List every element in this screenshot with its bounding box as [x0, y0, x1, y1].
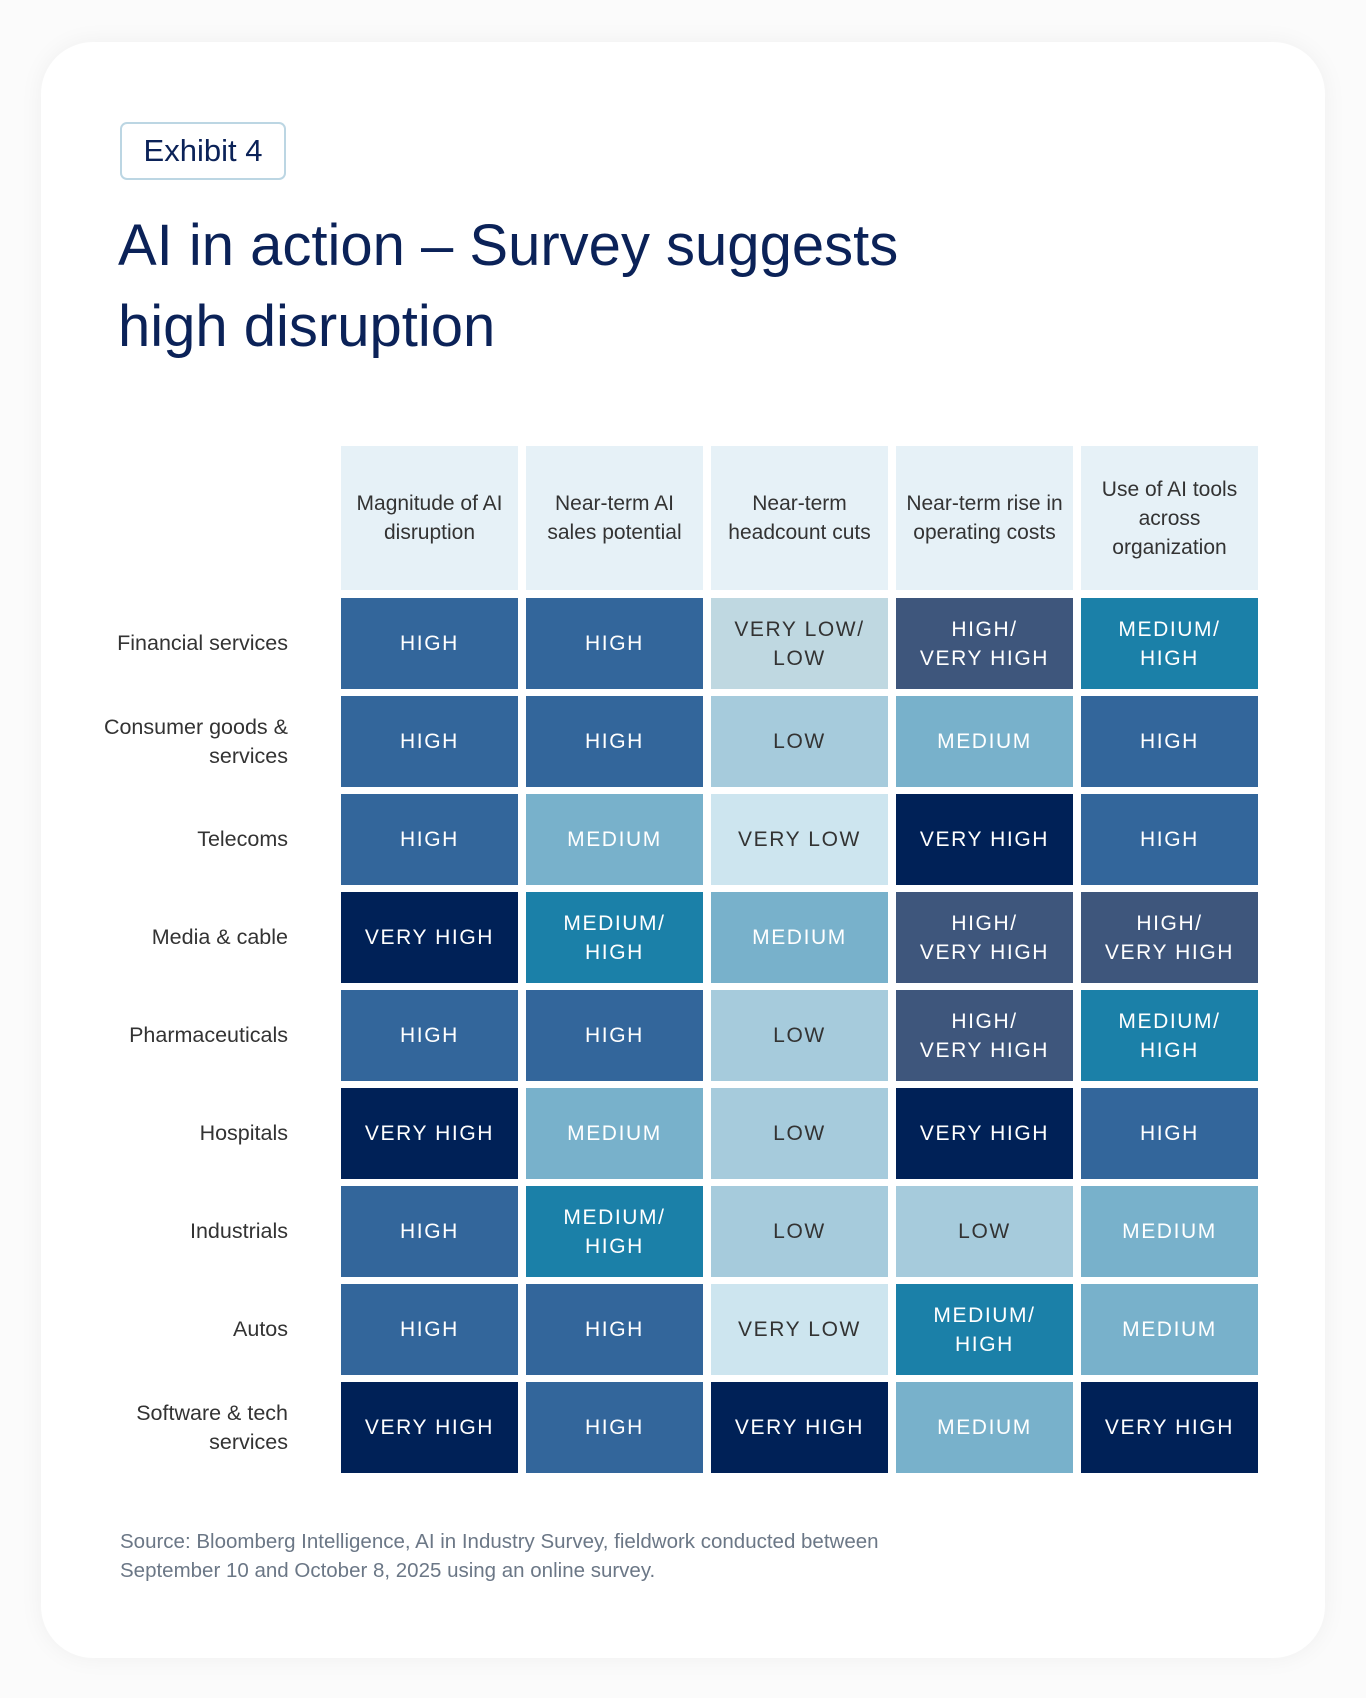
heatmap-cell: VERY HIGH [341, 1382, 518, 1473]
heatmap-cell: MEDIUM [526, 794, 703, 885]
row-label: Industrials [190, 1219, 288, 1243]
heatmap-cell: VERY HIGH [341, 1088, 518, 1179]
heatmap-cell: HIGH/ VERY HIGH [896, 990, 1073, 1081]
heatmap-cell: MEDIUM [1081, 1284, 1258, 1375]
column-header: Magnitude of AI disruption [341, 446, 518, 590]
heatmap-cell: LOW [711, 696, 888, 787]
heatmap-cell: VERY LOW [711, 1284, 888, 1375]
heatmap-cell: VERY LOW [711, 794, 888, 885]
heatmap-cell: HIGH [341, 696, 518, 787]
heatmap-cell: HIGH [526, 1284, 703, 1375]
heatmap-cell: HIGH [526, 990, 703, 1081]
row-label: Pharmaceuticals [129, 1023, 288, 1047]
heatmap-cell: HIGH [526, 598, 703, 689]
source-note: Source: Bloomberg Intelligence, AI in In… [120, 1530, 879, 1582]
exhibit-badge: Exhibit 4 [120, 122, 286, 180]
heatmap-cell: LOW [896, 1186, 1073, 1277]
heatmap-cell: MEDIUM/ HIGH [896, 1284, 1073, 1375]
heatmap-cell: MEDIUM [896, 696, 1073, 787]
row-label: Telecoms [197, 827, 288, 851]
heatmap-cell: HIGH [341, 1186, 518, 1277]
heatmap-cell: HIGH [526, 1382, 703, 1473]
column-header: Use of AI tools across organization [1081, 446, 1258, 590]
heatmap-cell: MEDIUM/ HIGH [526, 1186, 703, 1277]
heatmap-cell: HIGH/ VERY HIGH [896, 892, 1073, 983]
heatmap-cell: MEDIUM/ HIGH [526, 892, 703, 983]
column-header: Near-term AI sales potential [526, 446, 703, 590]
heatmap-cell: HIGH [1081, 1088, 1258, 1179]
heatmap-cell: HIGH [1081, 696, 1258, 787]
heatmap-cell: VERY LOW/ LOW [711, 598, 888, 689]
heatmap-cell: LOW [711, 1186, 888, 1277]
column-header: Near-term rise in operating costs [896, 446, 1073, 590]
heatmap-cell: VERY HIGH [341, 892, 518, 983]
heatmap-cell: MEDIUM [896, 1382, 1073, 1473]
row-label: Media & cable [151, 925, 288, 949]
chart-title: AI in action – Survey suggests high disr… [118, 213, 899, 359]
heatmap-cell: HIGH/ VERY HIGH [1081, 892, 1258, 983]
column-header: Near-term headcount cuts [711, 446, 888, 590]
row-label: Consumer goods & services [103, 714, 288, 768]
heatmap-cell: HIGH [526, 696, 703, 787]
heatmap-cell: LOW [711, 990, 888, 1081]
heatmap-cell: VERY HIGH [1081, 1382, 1258, 1473]
row-label: Software & tech services [136, 1400, 288, 1454]
heatmap-cell: MEDIUM/ HIGH [1081, 990, 1258, 1081]
row-label: Autos [233, 1317, 288, 1341]
heatmap-cell: HIGH/ VERY HIGH [896, 598, 1073, 689]
heatmap-cell: VERY HIGH [896, 1088, 1073, 1179]
heatmap-cell: MEDIUM/ HIGH [1081, 598, 1258, 689]
heatmap-cell: HIGH [1081, 794, 1258, 885]
heatmap-cell: HIGH [341, 1284, 518, 1375]
heatmap-cell: MEDIUM [526, 1088, 703, 1179]
heatmap-cell: VERY HIGH [896, 794, 1073, 885]
heatmap-cell: LOW [711, 1088, 888, 1179]
heatmap-cell: HIGH [341, 598, 518, 689]
row-label: Hospitals [199, 1121, 288, 1145]
row-label: Financial services [117, 631, 288, 655]
heatmap-cell: MEDIUM [1081, 1186, 1258, 1277]
heatmap-cell: VERY HIGH [711, 1382, 888, 1473]
heatmap-cell: HIGH [341, 990, 518, 1081]
heatmap-cell: MEDIUM [711, 892, 888, 983]
heatmap-cell: HIGH [341, 794, 518, 885]
